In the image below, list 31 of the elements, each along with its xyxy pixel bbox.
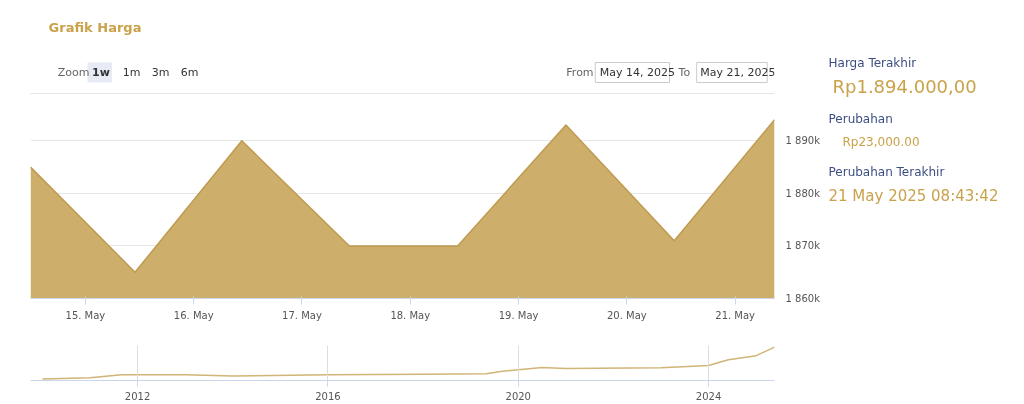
y-tick-label: 1 860k	[785, 293, 821, 304]
text: May 14, 2025	[599, 66, 676, 79]
x-tick-label: 21. May	[715, 309, 756, 321]
text: From	[566, 66, 594, 79]
text: 1w	[92, 66, 110, 79]
y-tick-label: 1 870k	[785, 240, 821, 252]
text: Harga Terakhir	[828, 55, 917, 70]
text: Rp1.894.000,00	[832, 76, 977, 97]
x-tick-label: 15. May	[65, 309, 106, 321]
x-tick-label: 18. May	[390, 309, 431, 321]
y-tick-label: 1 880k	[785, 187, 821, 199]
text: Perubahan Terakhir	[828, 164, 945, 179]
text: May 21, 2025	[700, 66, 776, 79]
x-tick-label: 20. May	[607, 309, 647, 321]
text: 6m	[180, 66, 199, 79]
text: 3m	[151, 66, 170, 79]
chart-title: Grafik Harga	[48, 20, 142, 35]
x-tick-label: 16. May	[173, 309, 214, 321]
x-tick-label: 2020	[505, 390, 531, 402]
text: Perubahan	[828, 111, 893, 126]
text: Zoom	[57, 66, 90, 79]
text: To	[677, 66, 691, 79]
y-tick-label: 1 890k	[785, 135, 821, 147]
x-tick-label: 2012	[124, 390, 151, 402]
text: 1m	[122, 66, 141, 79]
x-tick-label: 2024	[695, 390, 722, 402]
text: 21 May 2025 08:43:42	[828, 186, 999, 205]
x-tick-label: 2016	[315, 390, 341, 402]
text: Rp23,000.00	[842, 134, 920, 149]
x-tick-label: 19. May	[498, 309, 539, 321]
x-tick-label: 17. May	[282, 309, 322, 321]
